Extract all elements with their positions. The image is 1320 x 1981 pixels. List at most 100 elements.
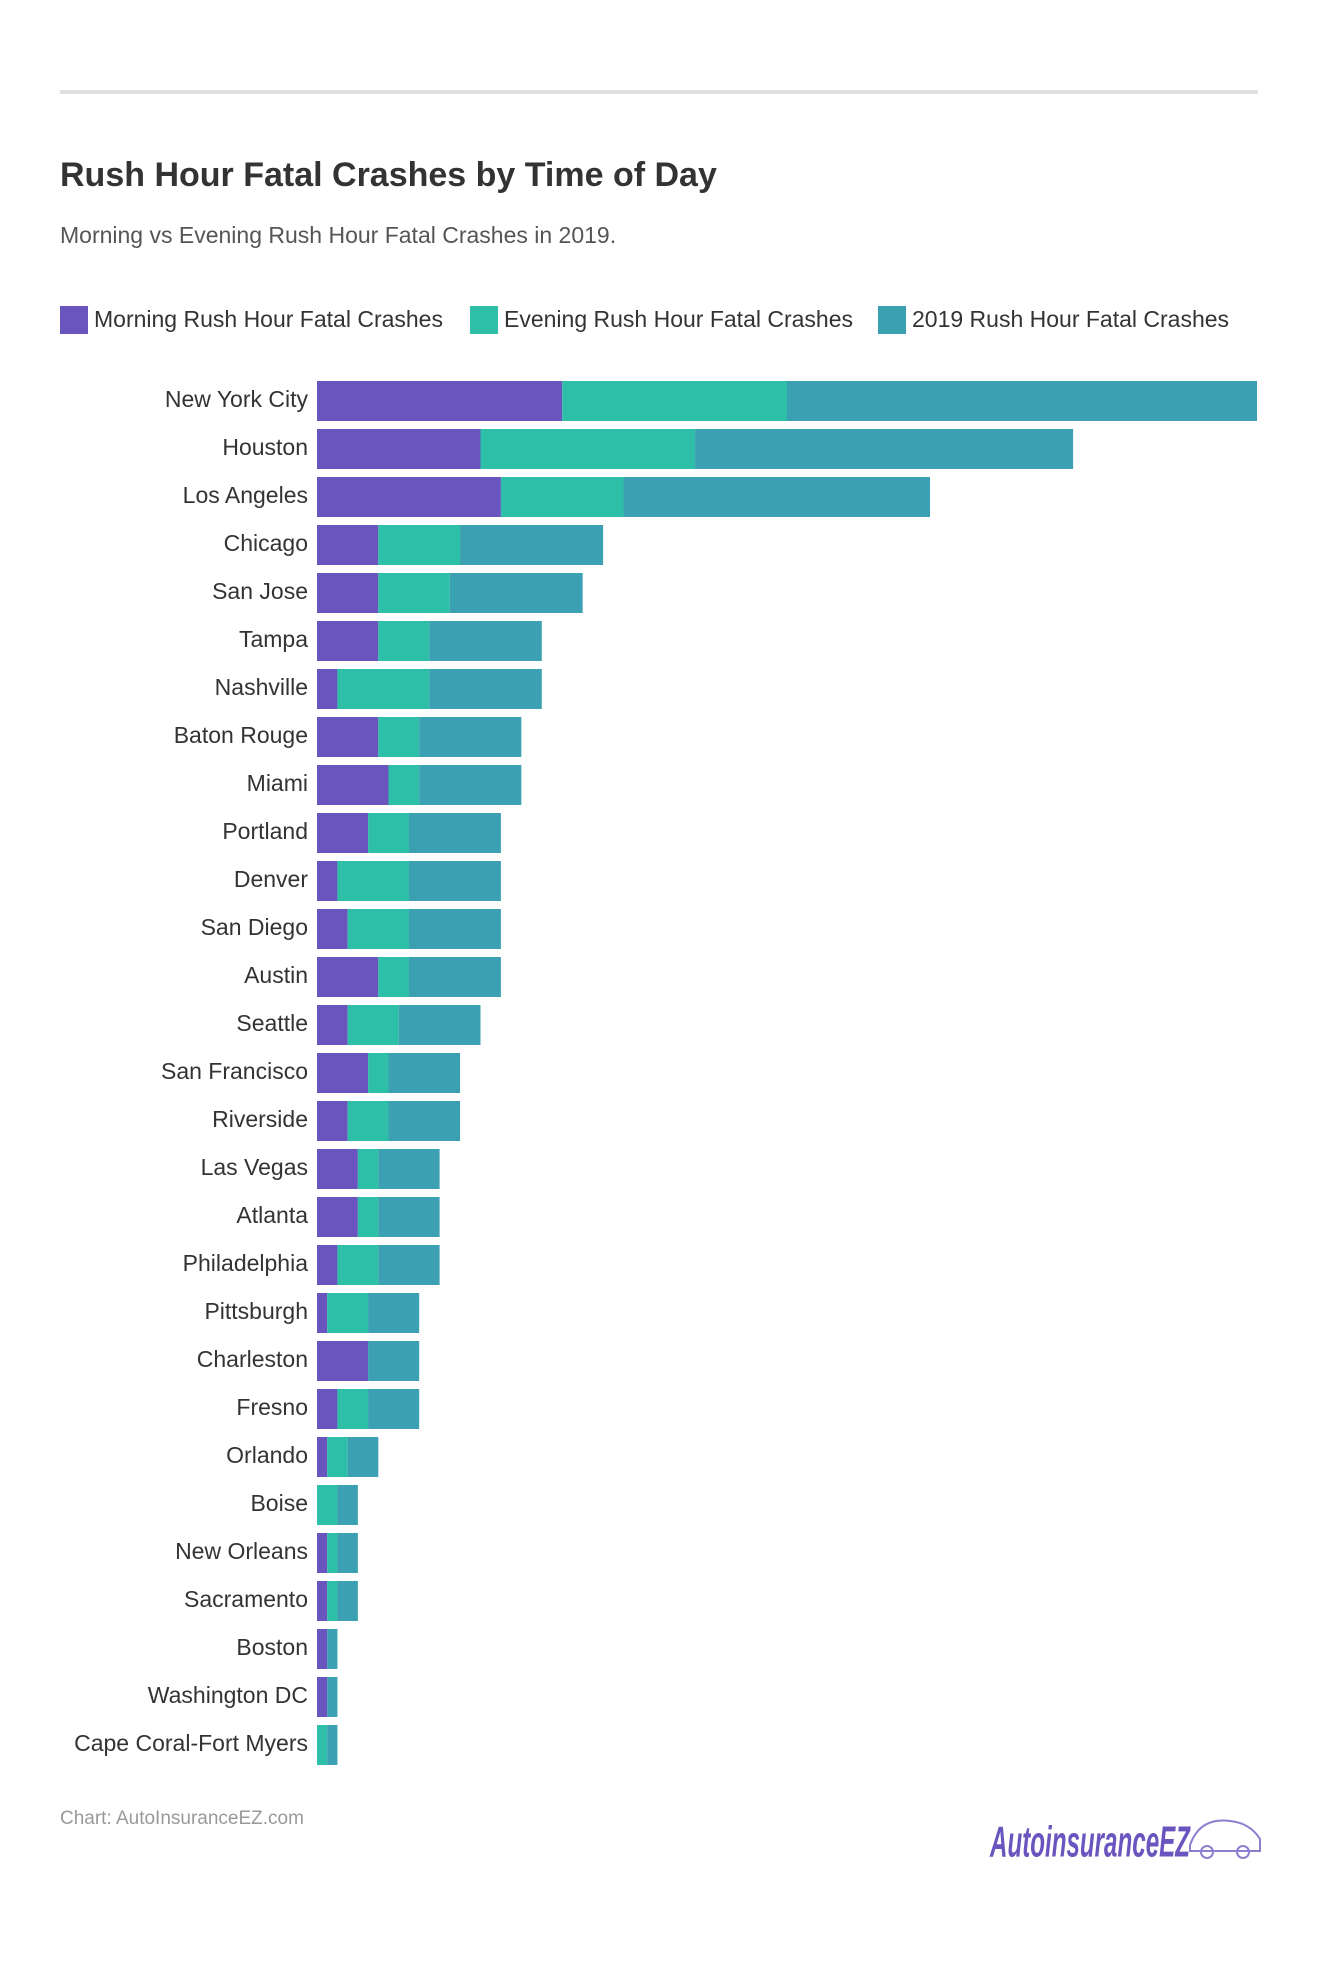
bar-segment xyxy=(317,1677,328,1717)
chart-title: Rush Hour Fatal Crashes by Time of Day xyxy=(60,156,717,194)
bar-segment xyxy=(317,765,389,805)
bar-segment xyxy=(317,1437,328,1477)
bar-segment xyxy=(480,429,696,469)
chart-subtitle: Morning vs Evening Rush Hour Fatal Crash… xyxy=(60,222,616,248)
bar-segment xyxy=(337,1245,379,1285)
bar-segment xyxy=(419,717,522,757)
bar-segment xyxy=(327,1581,338,1621)
bar-segment xyxy=(317,1629,328,1669)
bar-segment xyxy=(460,525,604,565)
bar-segment xyxy=(317,1005,348,1045)
bar-segment xyxy=(317,381,563,421)
bar-segment xyxy=(368,1341,420,1381)
bar-segment xyxy=(378,573,450,613)
bar-segment xyxy=(408,957,501,997)
bar-segment xyxy=(317,1341,369,1381)
bar-segment xyxy=(378,1149,440,1189)
category-label: Baton Rouge xyxy=(174,722,308,748)
category-label: Riverside xyxy=(212,1106,308,1132)
category-label: Nashville xyxy=(215,674,308,700)
category-label: Tampa xyxy=(239,626,308,652)
bar-segment xyxy=(327,1629,338,1669)
bar-segment xyxy=(317,1053,369,1093)
bar-segment xyxy=(317,813,369,853)
category-label: Houston xyxy=(222,434,308,460)
category-label: Boise xyxy=(250,1490,308,1516)
bar-segment xyxy=(500,477,624,517)
bar-segment xyxy=(368,1053,389,1093)
bar-segment xyxy=(623,477,931,517)
bar-segment xyxy=(327,1437,348,1477)
category-label: Cape Coral-Fort Myers xyxy=(74,1730,308,1756)
bar-segment xyxy=(378,525,461,565)
bar-segment xyxy=(378,957,409,997)
bar-segment xyxy=(327,1293,369,1333)
bar-segment xyxy=(317,1197,358,1237)
bar-segment xyxy=(327,1533,338,1573)
legend-swatch xyxy=(470,306,498,334)
category-label: Portland xyxy=(222,818,308,844)
bar-segment xyxy=(378,621,430,661)
bar-segment xyxy=(317,1485,338,1525)
bar-segment xyxy=(317,1149,358,1189)
bar-segment xyxy=(357,1149,379,1189)
bar-segment xyxy=(317,1389,338,1429)
bar-segment xyxy=(429,669,542,709)
category-label: Seattle xyxy=(236,1010,308,1036)
bar-segment xyxy=(317,525,379,565)
bar-segment xyxy=(327,1677,338,1717)
bar-segment xyxy=(337,861,409,901)
category-label: Washington DC xyxy=(148,1682,308,1708)
category-label: New York City xyxy=(165,386,309,412)
bar-segment xyxy=(337,1581,358,1621)
bar-segment xyxy=(317,1293,328,1333)
bar-segment xyxy=(317,429,481,469)
bar-segment xyxy=(449,573,583,613)
category-label: Austin xyxy=(244,962,308,988)
category-label: Atlanta xyxy=(236,1202,308,1228)
bar-segment xyxy=(317,573,379,613)
category-label: Chicago xyxy=(224,530,308,556)
bar-segment xyxy=(347,1005,399,1045)
bar-segment xyxy=(317,1245,338,1285)
bar-segment xyxy=(337,1533,358,1573)
logo: AutoinsuranceEZ xyxy=(989,1818,1191,1867)
category-label: Miami xyxy=(247,770,308,796)
bar-segment xyxy=(408,909,501,949)
category-label: Denver xyxy=(234,866,308,892)
bar-segment xyxy=(317,1725,328,1765)
bar-segment xyxy=(388,1101,461,1141)
bar-segment xyxy=(317,909,348,949)
category-label: Charleston xyxy=(197,1346,308,1372)
bar-segment xyxy=(317,1101,348,1141)
bar-segment xyxy=(429,621,542,661)
bar-segment xyxy=(378,1197,440,1237)
legend-label: 2019 Rush Hour Fatal Crashes xyxy=(912,306,1229,332)
bar-segment xyxy=(337,1485,358,1525)
bar-segment xyxy=(787,381,1257,421)
bar-segment xyxy=(388,1053,461,1093)
bar-segment xyxy=(317,477,501,517)
category-label: Las Vegas xyxy=(201,1154,308,1180)
bar-segment xyxy=(317,1581,328,1621)
bar-segment xyxy=(317,717,379,757)
bar-segment xyxy=(378,717,420,757)
bar-segment xyxy=(695,429,1074,469)
bar-segment xyxy=(368,813,409,853)
bar-segment xyxy=(368,1389,420,1429)
category-label: Pittsburgh xyxy=(204,1298,308,1324)
bar-segment xyxy=(327,1725,338,1765)
bar-segment xyxy=(347,909,409,949)
category-label: Los Angeles xyxy=(183,482,308,508)
category-label: Orlando xyxy=(226,1442,308,1468)
bar-segment xyxy=(317,669,338,709)
category-label: San Diego xyxy=(201,914,308,940)
bar-segment xyxy=(562,381,787,421)
bar-segment xyxy=(419,765,522,805)
category-label: New Orleans xyxy=(175,1538,308,1564)
bar-segment xyxy=(317,621,379,661)
bar-segment xyxy=(337,669,430,709)
bar-segment xyxy=(317,1533,328,1573)
legend-swatch xyxy=(60,306,88,334)
